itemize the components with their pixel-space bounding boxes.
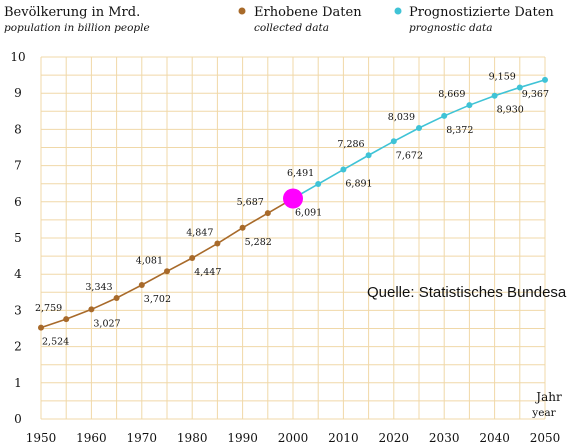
x-tick-label: 2050 (530, 431, 561, 445)
highlight-marker (283, 188, 303, 209)
y-tick-label: 5 (14, 231, 22, 245)
data-labels: 2,524 2,759 3,027 3,343 3,702 4,081 4,447 4,847… (35, 71, 549, 347)
data-point-prognostic (416, 124, 422, 131)
data-point-collected (138, 281, 145, 288)
data-label: 5,282 (245, 237, 272, 248)
data-label: 9,367 (522, 89, 549, 100)
highlight-point (283, 188, 303, 209)
data-label: 3,027 (93, 318, 120, 329)
y-tick-label: 4 (14, 267, 22, 281)
data-point-collected (214, 240, 221, 247)
data-label: 6,891 (345, 179, 372, 190)
legend-swatch-prognostic (394, 7, 402, 15)
legend: Erhobene Daten collected data Prognostiz… (238, 5, 554, 34)
y-axis-subtitle: population in billion people (4, 22, 150, 34)
y-tick-label: 8 (14, 122, 22, 136)
y-tick-label: 10 (10, 50, 25, 64)
data-point-prognostic (466, 102, 473, 109)
y-tick-label: 3 (14, 303, 22, 317)
legend-label-prognostic: Prognostizierte Daten (409, 5, 554, 20)
data-label: 4,847 (186, 228, 213, 239)
legend-swatch-collected (238, 7, 246, 15)
x-tick-label: 2000 (278, 431, 309, 445)
data-point-prognostic (542, 76, 548, 83)
x-tick-label: 2010 (328, 431, 359, 445)
data-points (38, 76, 548, 331)
x-tick-labels: 1950 1960 1970 1980 1990 2000 2010 2020 2030 2040… (26, 431, 561, 445)
legend-sublabel-collected: collected data (254, 22, 329, 34)
legend-label-collected: Erhobene Daten (254, 5, 362, 20)
data-point-prognostic (491, 92, 498, 99)
y-tick-label: 6 (14, 195, 22, 209)
x-axis-title: Jahr (534, 390, 562, 404)
x-axis-subtitle: year (531, 407, 556, 419)
x-tick-label: 2040 (479, 431, 510, 445)
y-tick-label: 7 (14, 159, 22, 173)
y-tick-label: 2 (14, 340, 22, 354)
grid (40, 56, 546, 420)
data-point-prognostic (390, 138, 397, 145)
data-point-collected (88, 306, 95, 313)
data-point-prognostic (516, 84, 523, 91)
data-point-prognostic (441, 112, 448, 119)
y-tick-label: 9 (14, 86, 22, 100)
data-label: 8,372 (446, 125, 473, 136)
x-tick-label: 1970 (127, 431, 158, 445)
data-point-collected (38, 324, 44, 331)
data-point-collected (264, 210, 271, 217)
x-tick-label: 1950 (26, 431, 57, 445)
x-tick-label: 2020 (379, 431, 410, 445)
data-point-prognostic (315, 181, 322, 188)
data-point-collected (113, 294, 120, 301)
data-label: 8,669 (438, 89, 465, 100)
data-point-collected (164, 268, 170, 275)
data-label: 5,687 (237, 197, 264, 208)
y-tick-label: 1 (14, 376, 22, 390)
data-point-prognostic (340, 166, 347, 173)
data-label: 3,702 (144, 294, 171, 305)
data-label: 3,343 (85, 282, 112, 293)
data-point-prognostic (365, 152, 372, 159)
x-tick-label: 1990 (227, 431, 258, 445)
data-label: 4,081 (136, 255, 163, 266)
data-label: 7,286 (337, 139, 364, 150)
data-label: 6,091 (295, 208, 322, 219)
y-tick-labels: 0 1 2 3 4 5 6 7 8 9 10 (10, 50, 25, 426)
data-label: 9,159 (489, 71, 516, 82)
data-point-collected (189, 255, 196, 262)
data-label: 8,039 (388, 112, 415, 123)
data-label: 8,930 (497, 105, 524, 116)
legend-sublabel-prognostic: prognostic data (409, 22, 493, 34)
data-label: 4,447 (194, 267, 221, 278)
data-label: 7,672 (396, 150, 423, 161)
data-label: 2,759 (35, 303, 62, 314)
y-tick-label: 0 (14, 412, 22, 426)
data-label: 2,524 (42, 337, 69, 348)
x-tick-label: 2030 (429, 431, 460, 445)
data-point-collected (63, 316, 70, 323)
data-point-collected (239, 224, 246, 231)
x-tick-label: 1960 (76, 431, 107, 445)
x-tick-label: 1980 (177, 431, 208, 445)
y-axis-title: Bevölkerung in Mrd. (4, 5, 140, 20)
data-label: 6,491 (287, 168, 314, 179)
source-note: Quelle: Statistisches Bundesamt (367, 284, 567, 301)
